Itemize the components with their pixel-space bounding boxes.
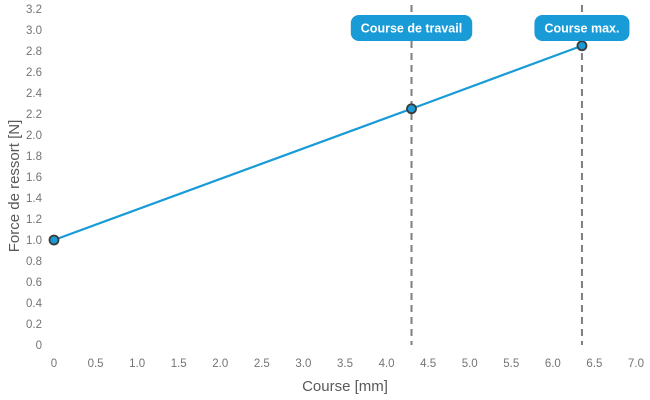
x-tick-label: 1.5 — [171, 358, 187, 370]
y-tick-label: 1.0 — [26, 235, 42, 247]
y-tick-label: 1.4 — [26, 193, 43, 205]
x-tick-label: 3.5 — [337, 358, 353, 370]
annotation-badge-bg — [534, 15, 630, 41]
x-tick-label: 4.5 — [420, 358, 436, 370]
y-tick-label: 2.2 — [26, 109, 42, 121]
y-tick-label: 0.8 — [26, 256, 42, 268]
x-tick-label: 2.0 — [212, 358, 228, 370]
annotation-badge-bg — [350, 15, 473, 41]
y-tick-label: 2.6 — [26, 67, 42, 79]
force-line — [52, 44, 584, 242]
y-tick-label: 2.0 — [26, 130, 42, 142]
x-tick-label: 6.5 — [586, 358, 602, 370]
y-tick-label: 3.2 — [26, 4, 42, 16]
annotation-badge-label: Course max. — [544, 22, 619, 36]
x-tick-label: 6.0 — [545, 358, 561, 370]
y-tick-label: 2.8 — [26, 46, 42, 58]
x-tick-label: 2.5 — [254, 358, 270, 370]
y-tick-label: 1.2 — [26, 214, 42, 226]
x-tick-label: 3.0 — [295, 358, 311, 370]
x-axis-title: Course [mm] — [302, 378, 388, 395]
x-tick-label: 4.0 — [379, 358, 395, 370]
y-tick-label: 0.4 — [26, 298, 43, 310]
y-tick-label: 2.4 — [26, 88, 43, 100]
y-tick-label: 1.6 — [26, 172, 42, 184]
x-tick-label: 5.0 — [462, 358, 478, 370]
x-tick-label: 0.5 — [88, 358, 104, 370]
x-tick-label: 5.5 — [503, 358, 519, 370]
x-tick-label: 7.0 — [628, 358, 644, 370]
y-tick-label: 1.8 — [26, 151, 42, 163]
y-tick-label: 3.0 — [26, 25, 42, 37]
x-tick-label: 0 — [51, 358, 57, 370]
data-point-marker — [406, 103, 417, 115]
x-tick-label: 1.0 — [129, 358, 145, 370]
y-tick-label: 0.6 — [26, 277, 42, 289]
y-axis-title: Force de ressort [N] — [6, 120, 23, 253]
annotation-badge: Course max. — [534, 15, 630, 41]
annotation-badge: Course de travail — [350, 15, 473, 41]
y-tick-label: 0 — [36, 340, 42, 352]
data-point-marker — [576, 40, 588, 52]
annotation-badge-label: Course de travail — [361, 22, 462, 36]
data-point-marker — [48, 234, 60, 246]
y-tick-label: 0.2 — [26, 319, 42, 331]
